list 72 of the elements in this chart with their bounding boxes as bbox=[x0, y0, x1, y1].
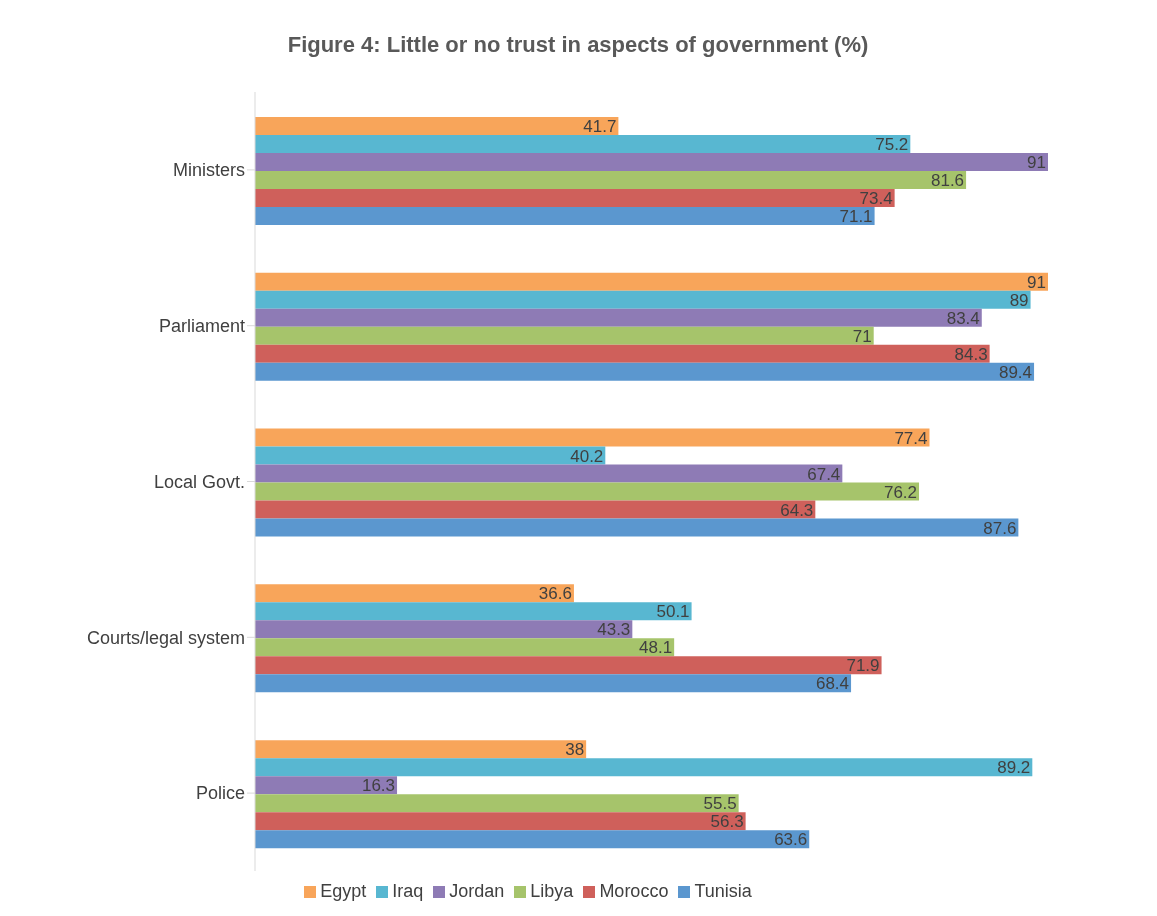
bar bbox=[255, 830, 810, 849]
bar bbox=[255, 812, 746, 831]
bar bbox=[255, 116, 619, 135]
bar bbox=[255, 518, 1019, 537]
data-label: 40.2 bbox=[570, 446, 604, 466]
data-label: 68.4 bbox=[815, 674, 850, 694]
y-tick-label: Courts/legal system bbox=[86, 627, 245, 648]
bar bbox=[255, 674, 852, 693]
bar bbox=[255, 134, 911, 153]
data-label: 71.9 bbox=[846, 656, 880, 676]
bar bbox=[255, 290, 1031, 309]
legend-label: Tunisia bbox=[694, 881, 752, 901]
bar bbox=[255, 776, 398, 795]
data-label: 71.1 bbox=[839, 206, 873, 226]
data-label: 56.3 bbox=[710, 812, 744, 832]
data-label: 64.3 bbox=[780, 500, 814, 520]
data-label: 89 bbox=[1009, 290, 1029, 310]
bar bbox=[255, 602, 692, 621]
data-label: 76.2 bbox=[883, 482, 918, 502]
data-label: 87.6 bbox=[983, 518, 1017, 538]
data-label: 38 bbox=[565, 740, 585, 760]
data-label: 63.6 bbox=[774, 830, 808, 850]
y-tick-label: Ministers bbox=[172, 160, 245, 181]
bar bbox=[255, 482, 920, 501]
data-label: 89.4 bbox=[998, 362, 1033, 382]
bar bbox=[255, 272, 1048, 291]
bar bbox=[255, 758, 1033, 777]
legend-label: Jordan bbox=[449, 881, 505, 901]
legend-label: Iraq bbox=[392, 881, 424, 901]
bar bbox=[255, 584, 574, 603]
y-tick-label: Local Govt. bbox=[153, 471, 245, 492]
data-label: 75.2 bbox=[875, 134, 909, 154]
bar bbox=[255, 152, 1048, 171]
legend-label: Egypt bbox=[320, 881, 367, 901]
bar bbox=[255, 326, 874, 345]
data-label: 73.4 bbox=[859, 188, 893, 208]
bar bbox=[255, 500, 816, 519]
data-label: 71 bbox=[852, 326, 872, 346]
bar bbox=[255, 656, 882, 675]
bar bbox=[255, 464, 843, 483]
y-tick-label: Police bbox=[195, 783, 245, 804]
data-label: 91 bbox=[1027, 272, 1046, 292]
bar bbox=[255, 170, 967, 189]
chart-title: Figure 4: Little or no trust in aspects of government (%) bbox=[286, 31, 870, 59]
bar bbox=[255, 638, 675, 657]
data-label: 16.3 bbox=[361, 776, 396, 796]
data-label: 50.1 bbox=[656, 602, 690, 622]
data-label: 43.3 bbox=[597, 620, 631, 640]
bar bbox=[255, 428, 930, 447]
bar bbox=[255, 362, 1035, 381]
data-label: 55.5 bbox=[703, 794, 737, 814]
bar bbox=[255, 620, 633, 639]
legend-label: Morocco bbox=[599, 881, 669, 901]
data-label: 77.4 bbox=[894, 428, 928, 448]
data-label: 36.6 bbox=[538, 584, 572, 604]
bar bbox=[255, 446, 606, 465]
data-label: 83.4 bbox=[946, 308, 980, 328]
bar bbox=[255, 188, 895, 207]
data-label: 84.3 bbox=[954, 344, 988, 364]
data-label: 67.4 bbox=[807, 464, 841, 484]
legend-label: Libya bbox=[530, 881, 574, 901]
bar bbox=[255, 344, 990, 363]
bar bbox=[255, 206, 875, 225]
y-tick-label: Parliament bbox=[158, 316, 245, 337]
bar bbox=[255, 794, 739, 813]
data-label: 89.2 bbox=[997, 758, 1031, 778]
bar bbox=[255, 308, 982, 327]
data-label: 48.1 bbox=[639, 638, 673, 658]
bar bbox=[255, 740, 587, 759]
data-label: 41.7 bbox=[583, 116, 617, 136]
data-label: 91 bbox=[1027, 152, 1046, 172]
data-label: 81.6 bbox=[930, 170, 965, 190]
